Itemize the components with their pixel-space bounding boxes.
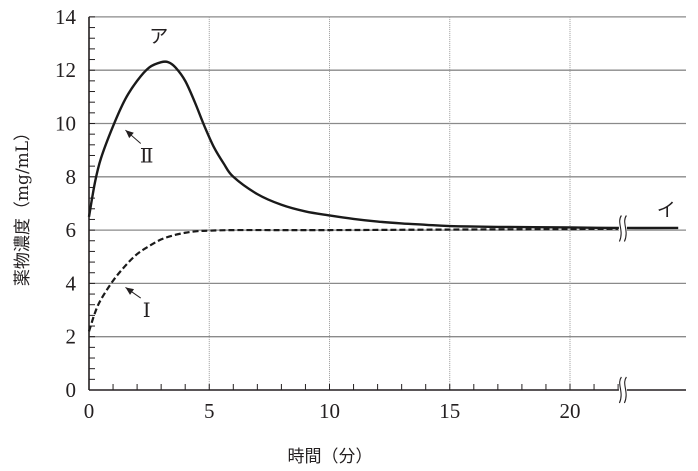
- y-tick-label: 6: [66, 218, 77, 242]
- x-axis-break-mark: [618, 376, 627, 404]
- label-series-I: Ⅰ: [143, 300, 151, 322]
- x-tick-label: 5: [204, 399, 215, 423]
- y-tick-labels: 0 2 4 6 8 10 12 14: [55, 5, 77, 402]
- y-tick-label: 12: [55, 58, 76, 82]
- x-tick-label: 15: [439, 399, 460, 423]
- arrowhead-icon: [125, 130, 134, 139]
- y-tick-label: 14: [55, 5, 77, 29]
- grid-lines: [89, 16, 686, 390]
- label-a-peak: ア: [149, 26, 168, 48]
- y-tick-label: 2: [66, 325, 77, 349]
- axis-break-marks: [618, 215, 627, 404]
- series-break-mark: [618, 215, 627, 242]
- series-I-dashed-line: [87, 227, 619, 332]
- label-series-II: Ⅱ: [140, 145, 154, 167]
- tick-marks: [89, 16, 619, 391]
- annotations: アイ Ⅱ Ⅰ: [125, 26, 676, 322]
- data-series: [87, 60, 679, 332]
- label-i-steady: イ: [657, 199, 676, 221]
- arrowhead-icon: [125, 287, 135, 295]
- x-tick-labels: 0 5 10 15 20: [84, 399, 581, 423]
- y-axis-title: 薬物濃度（mg/mL）: [13, 124, 33, 286]
- series-II-solid-line: [87, 60, 679, 230]
- y-tick-label: 10: [55, 112, 76, 136]
- x-axis-title: 時間（分）: [288, 447, 373, 467]
- x-tick-label: 20: [560, 399, 581, 423]
- y-tick-label: 8: [66, 165, 77, 189]
- x-tick-label: 0: [84, 399, 95, 423]
- y-tick-label: 4: [66, 271, 77, 295]
- y-tick-label: 0: [66, 378, 77, 402]
- x-tick-label: 10: [319, 399, 340, 423]
